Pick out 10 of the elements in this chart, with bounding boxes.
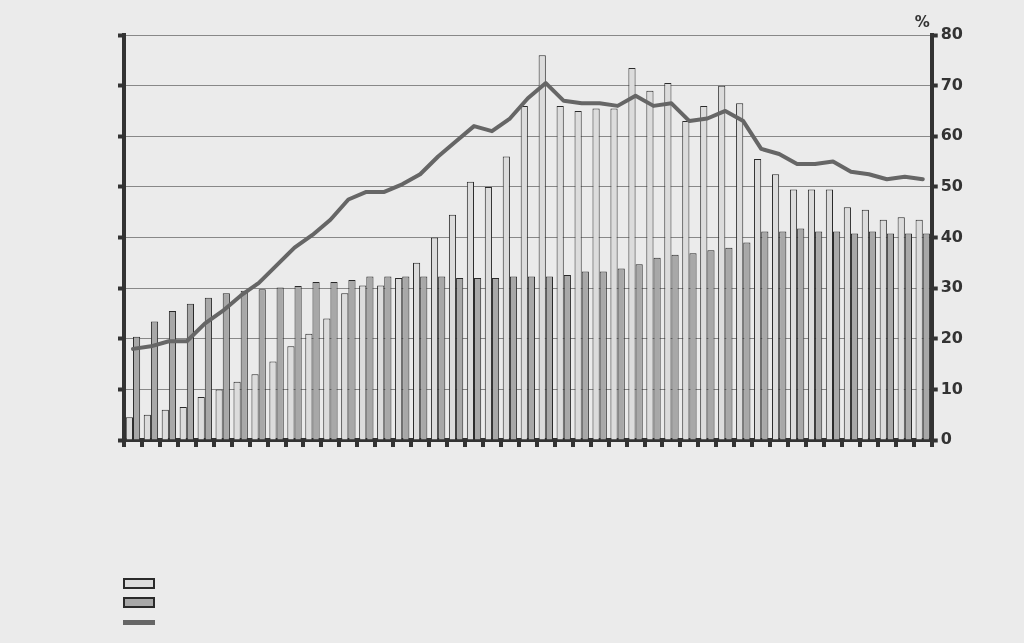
y-tick-label: 10 (940, 378, 963, 398)
y-tick-label: 20 (940, 327, 963, 347)
y-tick-label: 50 (940, 176, 963, 196)
y-axis-title: % (914, 13, 930, 32)
y-tick-label: 70 (940, 74, 963, 94)
y-tick-label: 60 (940, 125, 963, 145)
y-tick-label: 30 (940, 277, 963, 297)
y-tick-label: 40 (940, 226, 963, 246)
y-tick-label: 0 (940, 429, 952, 449)
y-tick-label: 80 (940, 24, 963, 44)
